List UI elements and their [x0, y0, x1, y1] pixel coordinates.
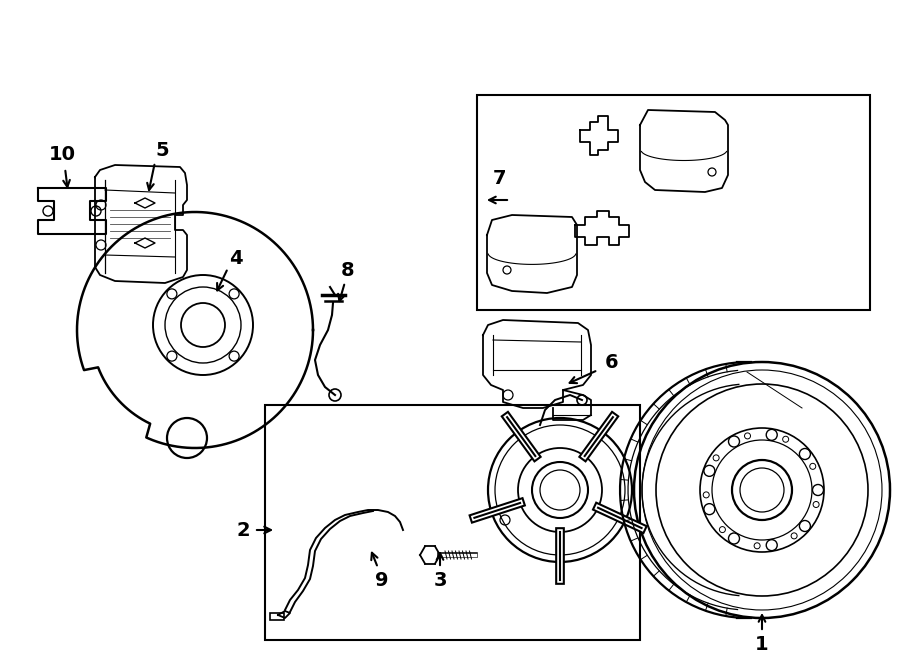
- Circle shape: [813, 502, 819, 508]
- Circle shape: [810, 463, 815, 469]
- Text: 3: 3: [433, 570, 446, 590]
- Text: 5: 5: [155, 141, 169, 159]
- Circle shape: [703, 492, 709, 498]
- Text: 7: 7: [493, 169, 507, 188]
- Circle shape: [783, 436, 788, 442]
- Text: 10: 10: [49, 145, 76, 165]
- Circle shape: [167, 418, 207, 458]
- Text: 6: 6: [605, 352, 619, 371]
- Circle shape: [719, 527, 725, 533]
- Bar: [477, 95, 870, 310]
- Text: 1: 1: [755, 635, 769, 654]
- Circle shape: [744, 433, 751, 439]
- Text: 8: 8: [341, 260, 355, 280]
- Bar: [265, 405, 640, 640]
- Text: 2: 2: [236, 520, 250, 539]
- Bar: [270, 613, 284, 620]
- Circle shape: [713, 455, 719, 461]
- Circle shape: [329, 389, 341, 401]
- Text: 9: 9: [375, 570, 389, 590]
- Circle shape: [754, 543, 760, 549]
- Text: 4: 4: [230, 249, 243, 268]
- Circle shape: [791, 533, 797, 539]
